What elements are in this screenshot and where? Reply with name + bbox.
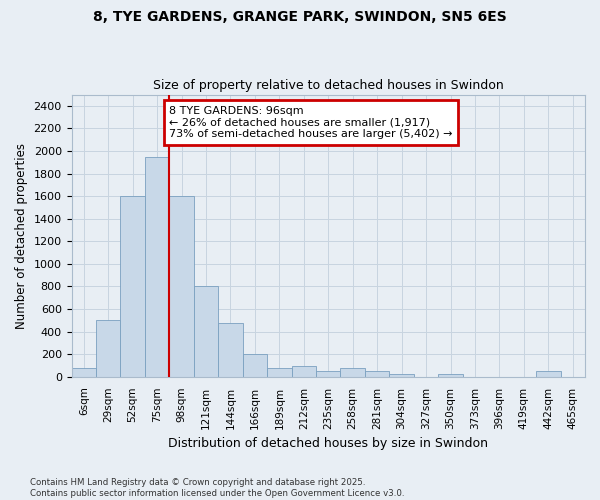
Bar bbox=[194, 286, 218, 377]
Bar bbox=[365, 371, 389, 377]
Title: Size of property relative to detached houses in Swindon: Size of property relative to detached ho… bbox=[153, 79, 503, 92]
Bar bbox=[389, 374, 414, 377]
Bar bbox=[316, 371, 340, 377]
Bar bbox=[169, 196, 194, 377]
Bar bbox=[145, 156, 169, 377]
Bar bbox=[71, 368, 96, 377]
Bar bbox=[121, 196, 145, 377]
Y-axis label: Number of detached properties: Number of detached properties bbox=[15, 142, 28, 328]
Bar bbox=[292, 366, 316, 377]
Bar bbox=[340, 368, 365, 377]
X-axis label: Distribution of detached houses by size in Swindon: Distribution of detached houses by size … bbox=[168, 437, 488, 450]
Bar bbox=[536, 371, 560, 377]
Bar bbox=[267, 368, 292, 377]
Bar bbox=[96, 320, 121, 377]
Bar bbox=[242, 354, 267, 377]
Bar bbox=[218, 323, 242, 377]
Text: Contains HM Land Registry data © Crown copyright and database right 2025.
Contai: Contains HM Land Registry data © Crown c… bbox=[30, 478, 404, 498]
Bar bbox=[438, 374, 463, 377]
Text: 8 TYE GARDENS: 96sqm
← 26% of detached houses are smaller (1,917)
73% of semi-de: 8 TYE GARDENS: 96sqm ← 26% of detached h… bbox=[169, 106, 453, 139]
Text: 8, TYE GARDENS, GRANGE PARK, SWINDON, SN5 6ES: 8, TYE GARDENS, GRANGE PARK, SWINDON, SN… bbox=[93, 10, 507, 24]
